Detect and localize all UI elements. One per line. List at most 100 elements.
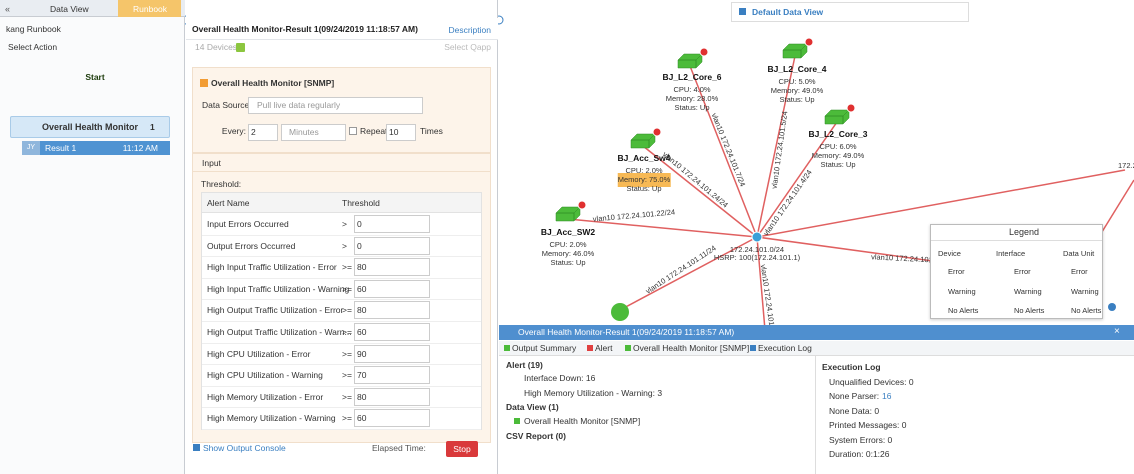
threshold-input[interactable] bbox=[354, 279, 430, 298]
threshold-input[interactable] bbox=[354, 344, 430, 363]
threshold-value[interactable]: 80 bbox=[357, 262, 367, 273]
switch-icon bbox=[677, 53, 703, 69]
threshold-input[interactable] bbox=[354, 215, 430, 233]
output-tab[interactable]: Overall Health Monitor [SNMP] bbox=[633, 343, 750, 353]
device-status: Status: Up bbox=[626, 184, 662, 193]
every-unit[interactable]: Minutes bbox=[289, 127, 319, 137]
select-qapp[interactable]: Select Qapp bbox=[444, 42, 491, 52]
summary-header: Data View (1) bbox=[506, 402, 559, 412]
device-name[interactable]: BJ_L2_Core_3 bbox=[808, 129, 868, 139]
alert-name: High Output Traffic Utilization - Warn..… bbox=[207, 327, 352, 337]
every-input[interactable] bbox=[248, 124, 278, 141]
times-label: Times bbox=[420, 126, 443, 136]
threshold-value[interactable]: 0 bbox=[357, 240, 362, 251]
stop-button[interactable] bbox=[446, 441, 478, 457]
alert-name: High Input Traffic Utilization - Error bbox=[207, 262, 337, 273]
tab[interactable]: Runbook bbox=[133, 4, 168, 14]
legend-item: No Alerts bbox=[948, 306, 979, 315]
column-header: Threshold bbox=[342, 198, 380, 208]
alert-badge bbox=[804, 37, 814, 47]
repeat-input[interactable] bbox=[386, 124, 416, 141]
tab[interactable]: Data View bbox=[50, 4, 89, 14]
device-cpu: CPU: 2.0% bbox=[625, 166, 663, 175]
device-name[interactable]: BJ_L2_Core_6 bbox=[662, 72, 722, 82]
log-title: Execution Log bbox=[822, 362, 881, 372]
runbook-name: kang Runbook bbox=[6, 24, 61, 34]
log-link[interactable]: 16 bbox=[882, 391, 892, 402]
threshold-value[interactable]: 0 bbox=[357, 219, 362, 229]
repeat-check[interactable] bbox=[349, 127, 357, 135]
view-tab bbox=[731, 2, 969, 22]
threshold-input[interactable] bbox=[354, 258, 430, 277]
device-name[interactable]: BJ_Acc_Sw4 bbox=[617, 153, 671, 163]
step-name[interactable]: Overall Health Monitor bbox=[42, 122, 139, 132]
threshold-input[interactable] bbox=[354, 323, 430, 341]
operator: >= bbox=[342, 348, 352, 359]
threshold-value[interactable]: 80 bbox=[357, 391, 367, 402]
threshold-value[interactable]: 60 bbox=[357, 283, 367, 294]
alert-summary[interactable]: High Memory Utilization - Warning: 3 bbox=[524, 388, 663, 398]
device-name[interactable]: BJ_Acc_SW2 bbox=[540, 227, 596, 237]
device-cpu: CPU: 6.0% bbox=[819, 142, 857, 151]
data-view-name[interactable]: Default Data View bbox=[752, 7, 824, 17]
output-tab[interactable]: Execution Log bbox=[758, 343, 812, 353]
unit-select[interactable] bbox=[281, 124, 346, 141]
legend-item: No Alerts bbox=[1014, 306, 1045, 315]
console-icon bbox=[193, 444, 200, 451]
threshold-input[interactable] bbox=[354, 366, 430, 385]
link bbox=[756, 169, 1126, 238]
link bbox=[619, 236, 758, 311]
alert-name: High CPU Utilization - Warning bbox=[207, 370, 323, 381]
threshold-input[interactable] bbox=[354, 387, 430, 406]
output-close[interactable]: × bbox=[1114, 326, 1120, 337]
output-tab[interactable]: Alert bbox=[595, 343, 613, 353]
threshold-value[interactable]: 90 bbox=[357, 348, 367, 359]
row-divider bbox=[202, 364, 481, 366]
field-label: Every: bbox=[221, 126, 246, 136]
data-source-select[interactable] bbox=[248, 97, 423, 114]
threshold-value[interactable]: 80 bbox=[357, 305, 367, 316]
section-header[interactable]: Input bbox=[202, 158, 221, 168]
alert-summary[interactable]: Interface Down: 16 bbox=[524, 373, 596, 383]
result-time: 11:12 AM bbox=[122, 143, 158, 153]
stop-button-label[interactable]: Stop bbox=[453, 444, 471, 454]
log-line: Printed Messages: 0 bbox=[829, 420, 907, 431]
link bbox=[756, 236, 766, 331]
threshold-input[interactable] bbox=[354, 409, 430, 428]
alert-name: High CPU Utilization - Error bbox=[207, 348, 311, 359]
device-status: Status: Up bbox=[820, 160, 856, 169]
threshold-value[interactable]: 60 bbox=[357, 327, 367, 337]
tab-icon bbox=[625, 345, 631, 351]
output-console-link[interactable]: Show Output Console bbox=[203, 443, 286, 453]
switch-icon bbox=[782, 43, 808, 59]
left-panel-bg bbox=[0, 0, 185, 474]
device-status: Status: Up bbox=[674, 103, 710, 112]
data-source[interactable]: Pull live data regularly bbox=[257, 100, 341, 110]
operator: >= bbox=[342, 262, 352, 273]
device-name[interactable]: BJ_L2_Core_4 bbox=[767, 64, 827, 74]
threshold-input[interactable] bbox=[354, 236, 430, 255]
result-name[interactable]: Result 1 bbox=[45, 143, 77, 153]
threshold-value[interactable]: 70 bbox=[357, 370, 367, 381]
output-tabs bbox=[499, 341, 1134, 356]
threshold-input[interactable] bbox=[354, 301, 430, 320]
device-cpu: CPU: 5.0% bbox=[778, 77, 816, 86]
hsrp-label: HSRP: 100(172.24.101.1) bbox=[713, 253, 801, 262]
link bbox=[756, 121, 838, 238]
start-label[interactable]: Start bbox=[85, 72, 105, 82]
data-view-item[interactable]: Overall Health Monitor [SNMP] bbox=[524, 416, 641, 426]
alert-name: High Output Traffic Utilization - Error bbox=[207, 305, 344, 316]
repeat-label: Repeat bbox=[360, 126, 388, 136]
table-header bbox=[202, 193, 481, 213]
log-line: None Parser: bbox=[829, 391, 880, 402]
switch-icon bbox=[824, 109, 850, 125]
select-action[interactable]: Select Action bbox=[8, 42, 58, 52]
link bbox=[689, 65, 758, 238]
description-link[interactable]: Description bbox=[448, 25, 491, 35]
device-count: 14 Devices bbox=[195, 42, 238, 52]
device-memory: Memory: 46.0% bbox=[541, 249, 595, 258]
threshold-value[interactable]: 60 bbox=[357, 413, 367, 424]
output-tab[interactable]: Output Summary bbox=[512, 343, 577, 353]
device-status: Status: Up bbox=[779, 95, 815, 104]
alert-name: Output Errors Occurred bbox=[207, 240, 296, 251]
